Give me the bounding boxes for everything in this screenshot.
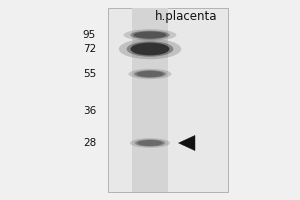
Ellipse shape [134, 31, 166, 39]
Ellipse shape [130, 43, 170, 55]
Text: 55: 55 [83, 69, 96, 79]
Ellipse shape [119, 39, 181, 59]
Bar [108, 8, 228, 192]
Text: h.placenta: h.placenta [155, 10, 217, 23]
Text: 28: 28 [83, 138, 96, 148]
Ellipse shape [127, 41, 173, 57]
Ellipse shape [128, 69, 172, 79]
Text: 72: 72 [83, 44, 96, 54]
Ellipse shape [124, 29, 176, 41]
Ellipse shape [137, 140, 163, 146]
Ellipse shape [135, 139, 165, 147]
Ellipse shape [134, 70, 166, 78]
Ellipse shape [130, 31, 170, 39]
Ellipse shape [136, 71, 164, 77]
Text: 95: 95 [83, 30, 96, 40]
Ellipse shape [130, 138, 170, 148]
Bar [132, 8, 168, 192]
Text: 36: 36 [83, 106, 96, 116]
Polygon shape [178, 135, 195, 151]
